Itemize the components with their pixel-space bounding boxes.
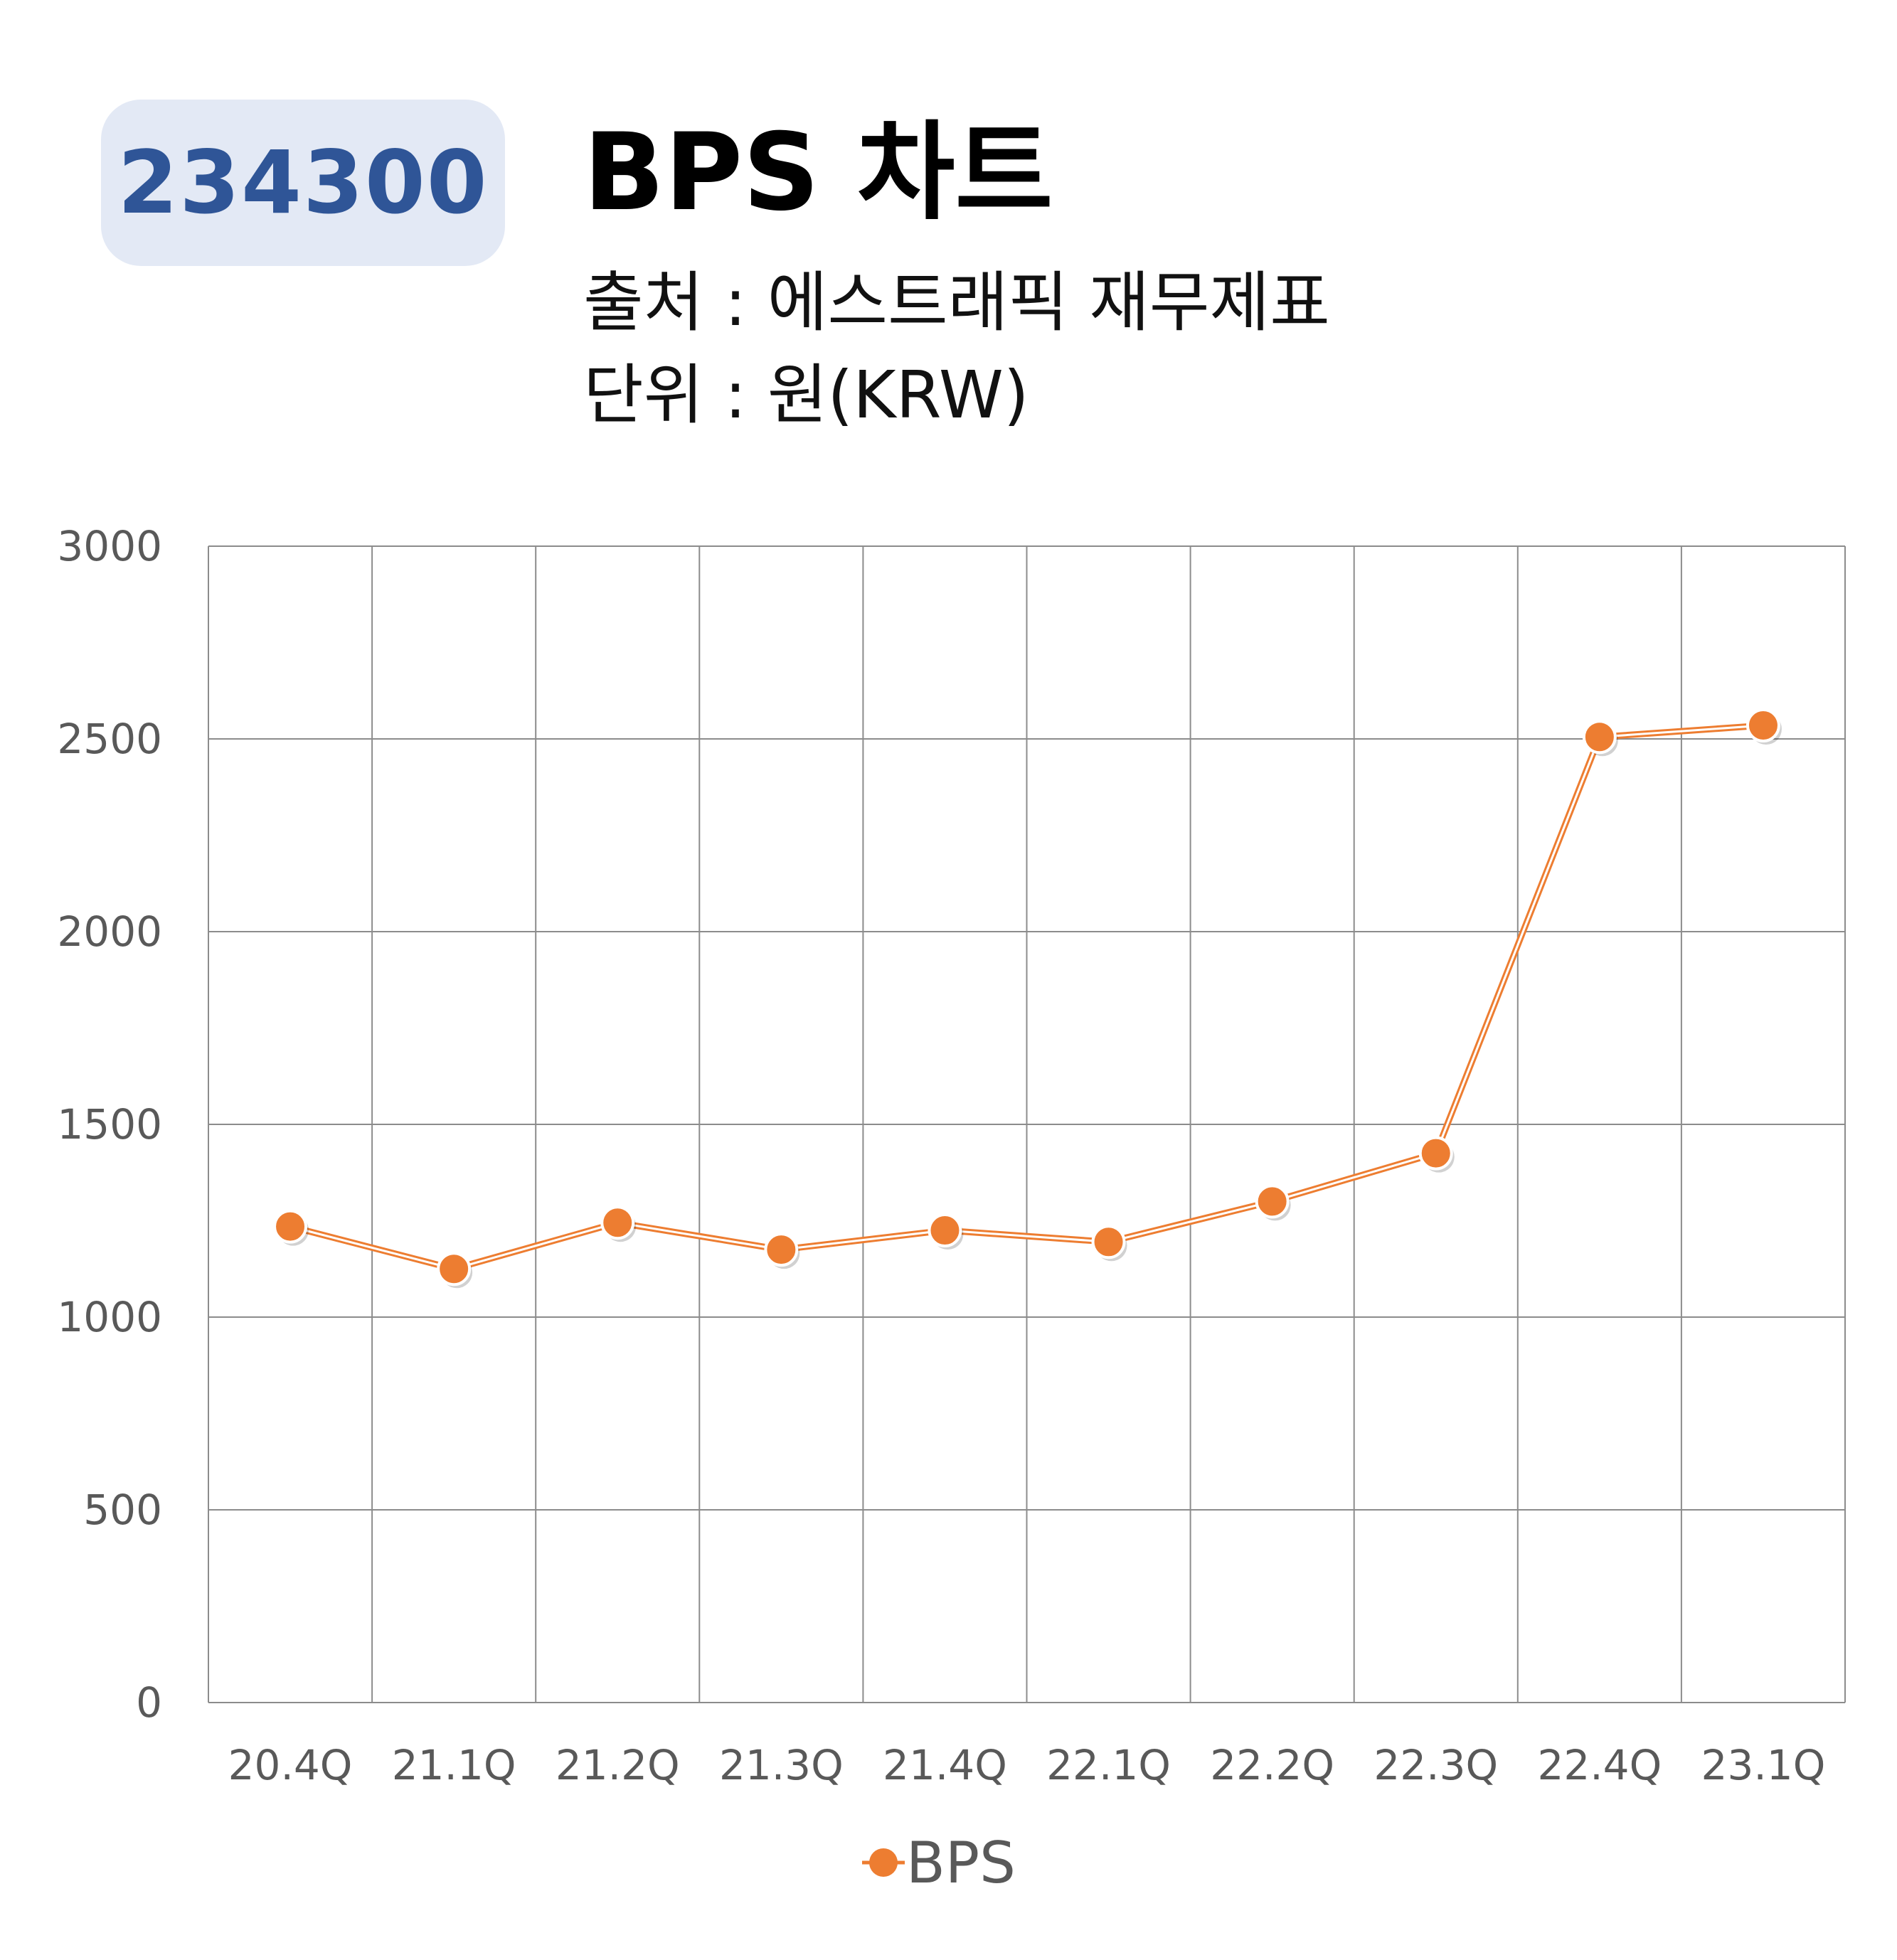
x-tick-label: 22.3Q (1373, 1741, 1498, 1789)
ticker-badge: 234300 (101, 100, 505, 266)
legend-point-marker (869, 1848, 898, 1877)
x-tick-label: 21.4Q (883, 1741, 1007, 1789)
data-point (1582, 720, 1617, 755)
data-point (600, 1205, 635, 1240)
x-tick-label: 21.3Q (719, 1741, 844, 1789)
x-tick-label: 21.1Q (392, 1741, 516, 1789)
legend-label: BPS (906, 1830, 1016, 1896)
series-line (289, 722, 1764, 1272)
y-tick-label: 1500 (57, 1100, 162, 1149)
x-tick-label: 22.1Q (1046, 1741, 1171, 1789)
grid (208, 545, 1846, 1703)
data-point (1091, 1225, 1126, 1259)
data-point (1418, 1136, 1453, 1171)
x-axis-ticks: 20.4Q 21.1Q 21.2Q 21.3Q 21.4Q 22.1Q 22.2Q 22.3Q… (228, 1741, 1826, 1789)
data-point (1745, 708, 1780, 743)
chart-title: BPS 차트 (583, 111, 1053, 235)
x-tick-label: 22.2Q (1210, 1741, 1334, 1789)
y-tick-label: 2500 (57, 715, 162, 763)
x-tick-label: 20.4Q (228, 1741, 353, 1789)
data-point (1255, 1184, 1290, 1219)
legend: BPS (862, 1830, 1016, 1896)
series-points (273, 708, 1782, 1289)
unit-note: 단위 : 원(KRW) (583, 357, 1029, 433)
x-tick-label: 22.4Q (1537, 1741, 1662, 1789)
source-note: 출처 : 에스트래픽 재무제표 (583, 265, 1330, 341)
y-tick-label: 2000 (57, 907, 162, 956)
data-point (437, 1252, 472, 1287)
data-point (273, 1209, 308, 1244)
y-tick-label: 500 (83, 1486, 162, 1534)
y-tick-label: 0 (136, 1678, 162, 1727)
y-tick-label: 1000 (57, 1293, 162, 1341)
data-point (764, 1232, 799, 1267)
y-tick-label: 3000 (57, 522, 162, 570)
ticker-code: 234300 (117, 132, 489, 233)
y-axis-ticks: 0 500 1000 1500 2000 2500 3000 (57, 522, 162, 1727)
data-point (928, 1213, 962, 1248)
x-tick-label: 23.1Q (1701, 1741, 1826, 1789)
x-tick-label: 21.2Q (556, 1741, 680, 1789)
series-line-inner (289, 724, 1764, 1270)
